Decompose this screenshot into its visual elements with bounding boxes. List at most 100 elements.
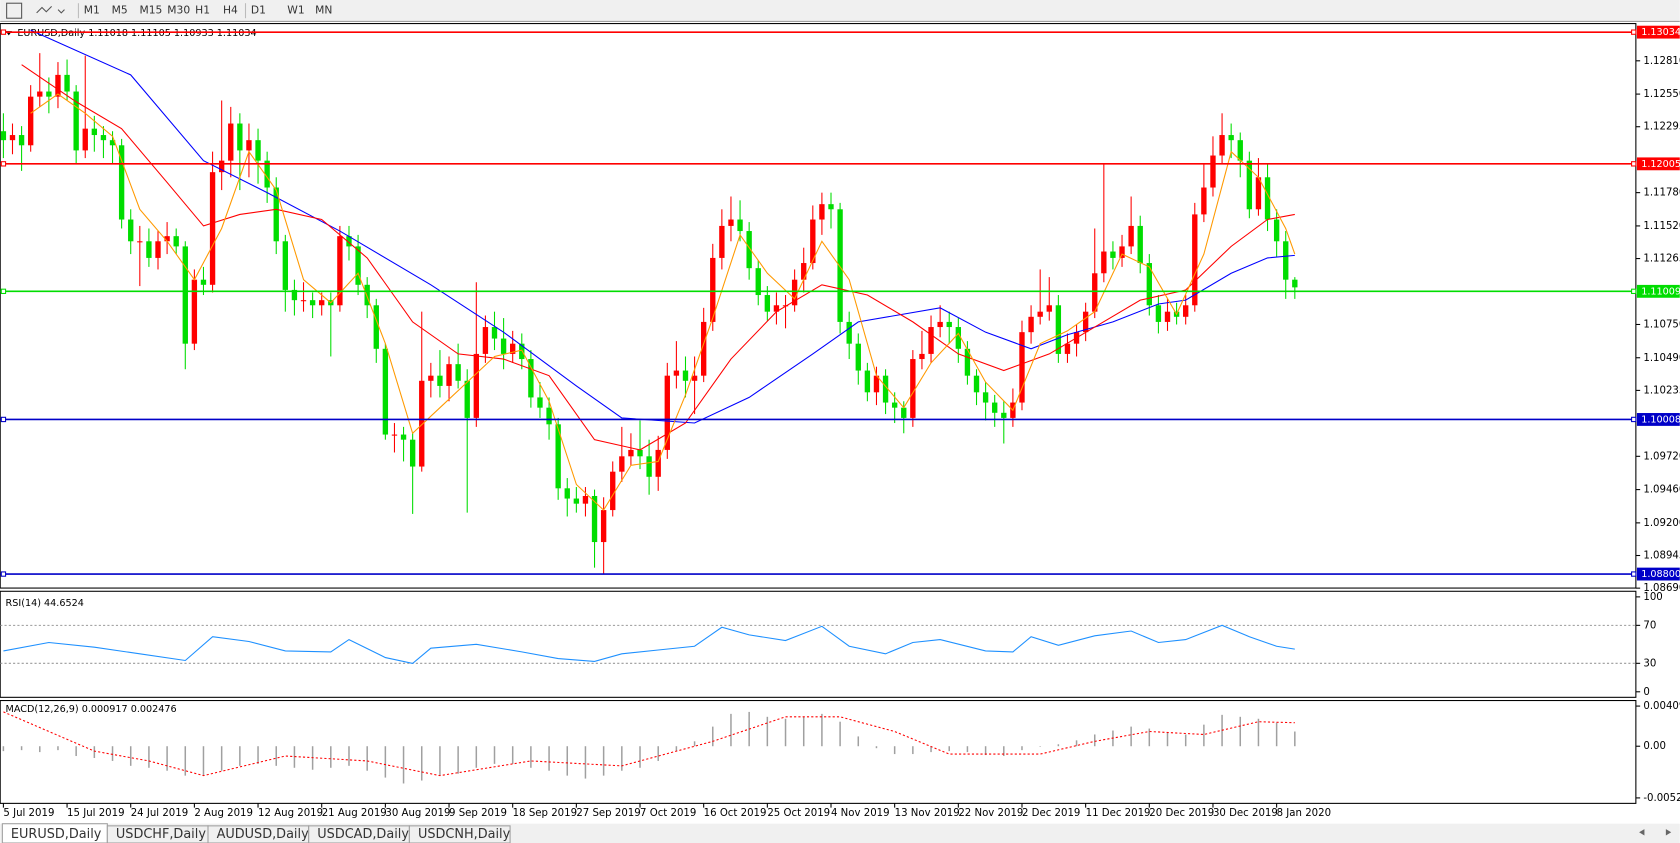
timeframe-button[interactable]: MN xyxy=(315,4,332,17)
candle-body xyxy=(582,495,589,504)
level-handle xyxy=(0,29,7,35)
candle-body xyxy=(382,348,389,435)
candle-body xyxy=(964,348,971,376)
candle-body xyxy=(710,257,716,322)
candle-body xyxy=(700,321,707,376)
tab-label[interactable]: USDCNH,Daily xyxy=(418,827,511,842)
y-tick-label: 1.12550 xyxy=(1643,89,1680,100)
x-tick-label: 7 Oct 2019 xyxy=(640,808,696,819)
x-tick-label: 27 Sep 2019 xyxy=(576,808,640,819)
timeframe-button[interactable]: M1 xyxy=(84,4,100,17)
candle-body xyxy=(1246,160,1253,210)
macd-bar xyxy=(1166,732,1169,747)
macd-bar xyxy=(348,746,350,766)
x-tick-label: 8 Jan 2020 xyxy=(1277,808,1331,819)
timeframe-button[interactable]: W1 xyxy=(287,4,304,17)
macd-bar xyxy=(111,746,114,761)
candle-body xyxy=(300,300,307,302)
toolbar xyxy=(0,0,1680,22)
y-tick-label: 1.12810 xyxy=(1643,56,1680,67)
candle-body xyxy=(1055,305,1062,354)
y-tick-label: 0.004095 xyxy=(1643,701,1680,712)
macd-bar xyxy=(275,746,277,766)
candle-body xyxy=(873,375,880,393)
tab-label[interactable]: EURUSD,Daily xyxy=(11,827,102,842)
tab[interactable] xyxy=(408,825,511,843)
candle-body xyxy=(655,449,661,477)
candle-body xyxy=(191,279,198,344)
candle-body xyxy=(791,279,798,306)
macd-bar xyxy=(639,746,641,768)
tab-label[interactable]: AUDUSD,Daily xyxy=(217,827,310,842)
candle-body xyxy=(346,236,352,247)
candle-body xyxy=(164,236,170,242)
y-tick-label: 1.11265 xyxy=(1643,254,1680,265)
chart-title: EURUSD,Daily 1.11018 1.11105 1.10933 1.1… xyxy=(17,28,256,39)
x-tick-label: 9 Sep 2019 xyxy=(449,808,507,819)
macd-bar xyxy=(39,746,41,753)
panel-title: RSI(14) 44.6524 xyxy=(6,598,84,609)
candle-body xyxy=(1110,251,1116,258)
x-tick-label: 22 Nov 2019 xyxy=(958,808,1023,819)
level-label: 1.10008 xyxy=(1641,414,1680,425)
timeframe-buttons: M1 M5 M15 M30 H1 H4 D1 W1 MN xyxy=(77,3,332,19)
candle-body xyxy=(955,327,962,349)
candle-body xyxy=(200,279,207,285)
candle-body xyxy=(973,375,980,393)
x-tick-label: 2 Aug 2019 xyxy=(194,808,253,819)
timeframe-button[interactable]: H4 xyxy=(223,4,238,17)
candle-body xyxy=(391,434,398,436)
macd-bar xyxy=(1021,746,1023,751)
macd-bar xyxy=(966,746,969,753)
y-tick-label: 70 xyxy=(1643,620,1656,631)
timeframe-button[interactable]: M15 xyxy=(139,4,162,17)
candle-body xyxy=(118,145,125,220)
candle-body xyxy=(600,510,607,543)
level-handle xyxy=(1631,29,1637,35)
candle-body xyxy=(1210,155,1216,188)
candle-body xyxy=(855,343,861,371)
candle-body xyxy=(209,172,216,285)
timeframe-button[interactable]: M30 xyxy=(167,4,190,17)
macd-bar xyxy=(420,746,423,781)
rsi-panel xyxy=(0,590,1637,698)
candle-body xyxy=(564,488,570,499)
candle-body xyxy=(1101,251,1107,274)
candle-body xyxy=(1283,241,1289,280)
x-tick-label: 2 Dec 2019 xyxy=(1022,808,1080,819)
candle-body xyxy=(100,135,107,141)
tab-label[interactable]: USDCAD,Daily xyxy=(317,827,409,842)
candle-body xyxy=(109,140,116,146)
candle-body xyxy=(528,359,534,398)
candle-body xyxy=(1092,273,1098,312)
candle-body xyxy=(91,128,98,136)
candle-body xyxy=(173,236,179,247)
macd-bar xyxy=(457,746,459,774)
candle-body xyxy=(992,402,998,413)
candle-body xyxy=(1201,187,1207,215)
candle-body xyxy=(764,295,771,312)
macd-bar xyxy=(784,718,787,747)
y-tick-label: 0.00 xyxy=(1643,741,1666,752)
macd-bar xyxy=(1203,724,1205,747)
timeframe-button[interactable]: H1 xyxy=(195,4,210,17)
candle-body xyxy=(1228,135,1234,141)
candle-body xyxy=(1292,279,1298,288)
candle-body xyxy=(409,439,416,467)
macd-bar xyxy=(1184,734,1187,747)
tab-label[interactable]: USDCHF,Daily xyxy=(116,827,206,842)
candle-body xyxy=(273,187,279,242)
level-handle xyxy=(1631,571,1637,577)
crosshair-icon[interactable] xyxy=(6,2,23,19)
candle-body xyxy=(546,407,552,425)
candle-body xyxy=(773,305,780,312)
candle-body xyxy=(1192,214,1198,306)
macd-bar xyxy=(1075,740,1078,747)
chart-type-icon[interactable] xyxy=(36,6,65,14)
timeframe-button[interactable]: M5 xyxy=(112,4,128,17)
candle-body xyxy=(1128,225,1134,247)
candle-body xyxy=(801,263,807,280)
level-label: 1.13034 xyxy=(1641,27,1680,38)
timeframe-button[interactable]: D1 xyxy=(251,4,266,17)
